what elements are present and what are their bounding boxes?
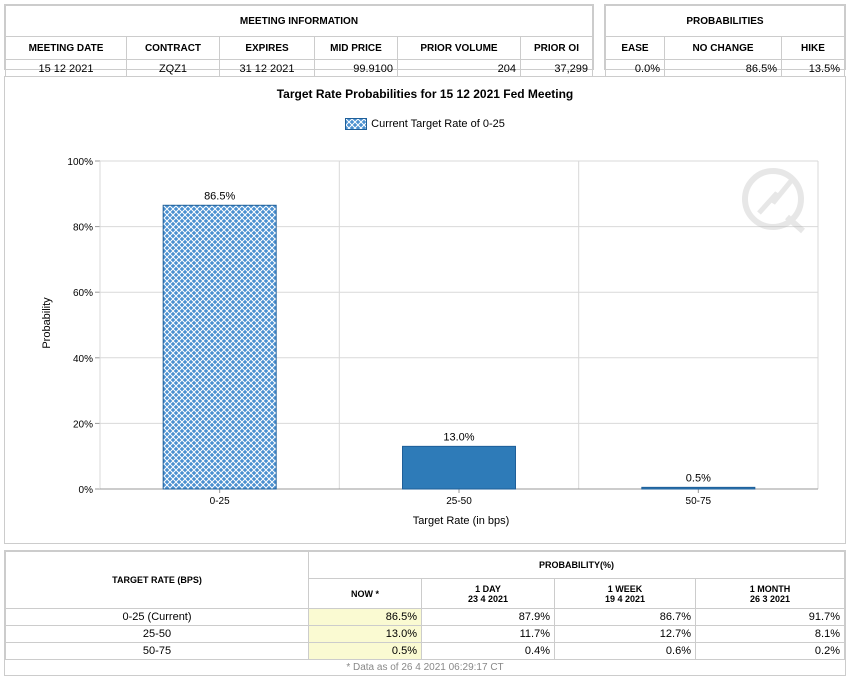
- one-day-header: 1 DAY 23 4 2021: [421, 578, 555, 609]
- meeting-info-panel: MEETING INFORMATION MEETING DATE CONTRAC…: [4, 4, 594, 79]
- probability-table-panel: TARGET RATE (BPS) PROBABILITY(%) NOW * 1…: [4, 550, 846, 676]
- bar: [402, 445, 516, 490]
- probabilities-title: PROBABILITIES: [605, 5, 845, 37]
- meeting-info-table: MEETING INFORMATION MEETING DATE CONTRAC…: [5, 5, 593, 79]
- bar: [641, 486, 756, 490]
- target-rate-header: TARGET RATE (BPS): [5, 551, 309, 609]
- prior-volume-header: PRIOR VOLUME: [397, 36, 521, 60]
- one-day-cell: 0.4%: [421, 642, 555, 660]
- chart-title: Target Rate Probabilities for 15 12 2021…: [276, 87, 574, 101]
- prior-oi-header: PRIOR OI: [520, 36, 593, 60]
- y-tick-label: 20%: [73, 419, 93, 430]
- y-tick-label: 80%: [73, 223, 93, 234]
- one-month-cell: 8.1%: [695, 625, 845, 643]
- probability-header: PROBABILITY(%): [308, 551, 845, 579]
- bar-chart: 0% 20% 40% 60% 80% 100% 86.5% 0-25 13.0% 25-50 0.5…: [41, 157, 819, 527]
- chart-legend: Current Target Rate of 0-25: [5, 118, 845, 131]
- legend-label: Current Target Rate of 0-25: [371, 118, 505, 130]
- no-change-header: NO CHANGE: [664, 36, 782, 60]
- probabilities-table: PROBABILITIES EASE NO CHANGE HIKE 0.0% 8…: [605, 5, 845, 79]
- prior-volume-value: 204: [397, 59, 521, 79]
- hike-header: HIKE: [781, 36, 845, 60]
- rate-cell: 0-25 (Current): [5, 608, 309, 626]
- expires-header: EXPIRES: [219, 36, 315, 60]
- x-axis-label: Target Rate (in bps): [413, 515, 510, 527]
- probabilities-panel: PROBABILITIES EASE NO CHANGE HIKE 0.0% 8…: [604, 4, 846, 79]
- ease-header: EASE: [605, 36, 665, 60]
- meeting-info-title: MEETING INFORMATION: [5, 5, 593, 37]
- meeting-date-header: MEETING DATE: [5, 36, 127, 60]
- bar-data-label: 86.5%: [204, 190, 235, 202]
- x-tick-label: 50-75: [686, 496, 712, 507]
- y-tick-label: 60%: [73, 288, 93, 299]
- bar-data-label: 13.0%: [443, 431, 474, 443]
- now-cell: 0.5%: [308, 642, 422, 660]
- rate-cell: 50-75: [5, 642, 309, 660]
- mid-price-header: MID PRICE: [314, 36, 398, 60]
- hike-value: 13.5%: [781, 59, 845, 79]
- table-row: 50-75 0.5% 0.4% 0.6% 0.2%: [5, 642, 845, 660]
- bar-data-label: 0.5%: [686, 472, 711, 484]
- y-tick-label: 100%: [67, 157, 93, 168]
- x-tick-label: 25-50: [446, 496, 472, 507]
- one-month-cell: 0.2%: [695, 642, 845, 660]
- bar: [162, 204, 277, 490]
- table-row: 0-25 (Current) 86.5% 87.9% 86.7% 91.7%: [5, 608, 845, 626]
- one-day-cell: 87.9%: [421, 608, 555, 626]
- probability-table: TARGET RATE (BPS) PROBABILITY(%) NOW * 1…: [5, 551, 845, 660]
- one-month-header: 1 MONTH 26 3 2021: [695, 578, 845, 609]
- contract-header: CONTRACT: [126, 36, 220, 60]
- watermark-logo-icon: [742, 168, 805, 234]
- one-month-cell: 91.7%: [695, 608, 845, 626]
- now-cell: 13.0%: [308, 625, 422, 643]
- one-week-cell: 0.6%: [554, 642, 696, 660]
- chart-panel: Target Rate Probabilities for 15 12 2021…: [4, 76, 846, 544]
- one-week-header: 1 WEEK 19 4 2021: [554, 578, 696, 609]
- table-row: 25-50 13.0% 11.7% 12.7% 8.1%: [5, 625, 845, 643]
- one-week-cell: 12.7%: [554, 625, 696, 643]
- one-week-cell: 86.7%: [554, 608, 696, 626]
- x-tick-label: 0-25: [210, 496, 230, 507]
- legend-swatch: [345, 118, 368, 131]
- now-cell: 86.5%: [308, 608, 422, 626]
- y-tick-label: 0%: [79, 485, 94, 496]
- data-timestamp-footnote: * Data as of 26 4 2021 06:29:17 CT: [346, 662, 504, 673]
- rate-cell: 25-50: [5, 625, 309, 643]
- one-day-cell: 11.7%: [421, 625, 555, 643]
- y-tick-label: 40%: [73, 354, 93, 365]
- y-axis-label: Probability: [41, 297, 53, 349]
- now-header: NOW *: [308, 578, 422, 609]
